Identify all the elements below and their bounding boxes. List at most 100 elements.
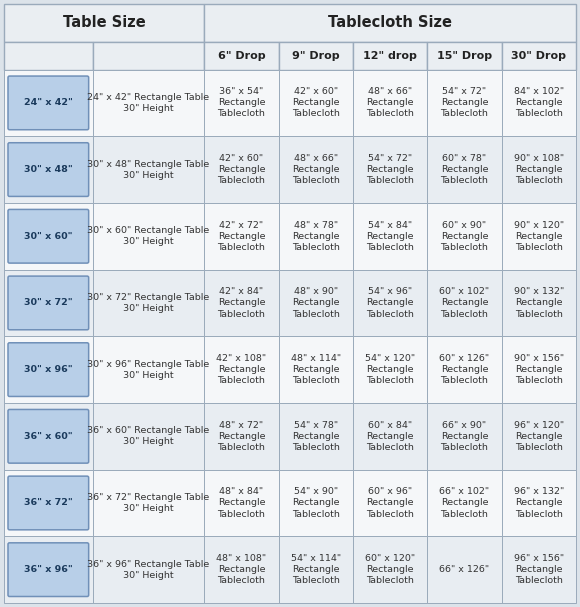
Text: 54" x 120"
Rectangle
Tablecloth: 54" x 120" Rectangle Tablecloth	[365, 354, 415, 385]
Text: 66" x 102"
Rectangle
Tablecloth: 66" x 102" Rectangle Tablecloth	[440, 487, 490, 518]
Text: 96" x 132"
Rectangle
Tablecloth: 96" x 132" Rectangle Tablecloth	[514, 487, 564, 518]
Text: 90" x 120"
Rectangle
Tablecloth: 90" x 120" Rectangle Tablecloth	[514, 221, 564, 252]
Bar	[204, 403, 278, 470]
Text: 36" x 60" Rectangle Table
30" Height: 36" x 60" Rectangle Table 30" Height	[88, 426, 209, 446]
Bar	[427, 136, 502, 203]
Bar	[278, 203, 353, 270]
Text: 48" x 78"
Rectangle
Tablecloth: 48" x 78" Rectangle Tablecloth	[292, 221, 340, 252]
Bar	[93, 203, 204, 270]
Bar	[502, 537, 576, 603]
Text: 30" x 72" Rectangle Table
30" Height: 30" x 72" Rectangle Table 30" Height	[88, 293, 209, 313]
Text: 42" x 60"
Rectangle
Tablecloth: 42" x 60" Rectangle Tablecloth	[218, 154, 265, 185]
Text: 54" x 84"
Rectangle
Tablecloth: 54" x 84" Rectangle Tablecloth	[366, 221, 414, 252]
Bar	[427, 42, 502, 70]
Text: 48" x 72"
Rectangle
Tablecloth: 48" x 72" Rectangle Tablecloth	[218, 421, 265, 452]
Bar	[353, 403, 427, 470]
Bar	[502, 470, 576, 537]
Bar	[278, 42, 353, 70]
FancyBboxPatch shape	[8, 276, 89, 330]
Text: 48" x 66"
Rectangle
Tablecloth: 48" x 66" Rectangle Tablecloth	[292, 154, 340, 185]
Bar	[427, 537, 502, 603]
Text: 54" x 72"
Rectangle
Tablecloth: 54" x 72" Rectangle Tablecloth	[441, 87, 488, 118]
Bar	[353, 270, 427, 336]
Text: 42" x 60"
Rectangle
Tablecloth: 42" x 60" Rectangle Tablecloth	[292, 87, 340, 118]
Bar	[427, 270, 502, 336]
Bar	[353, 203, 427, 270]
Text: 30" x 72": 30" x 72"	[24, 299, 72, 307]
Bar	[93, 470, 204, 537]
Bar	[353, 136, 427, 203]
Bar	[278, 336, 353, 403]
Bar	[502, 70, 576, 136]
Text: 60" x 126"
Rectangle
Tablecloth: 60" x 126" Rectangle Tablecloth	[440, 354, 490, 385]
FancyBboxPatch shape	[8, 76, 89, 130]
Text: 30" x 60": 30" x 60"	[24, 232, 72, 241]
Text: 30" x 48": 30" x 48"	[24, 165, 72, 174]
Bar	[502, 203, 576, 270]
Bar	[502, 270, 576, 336]
Bar	[278, 470, 353, 537]
Text: 36" x 72": 36" x 72"	[24, 498, 72, 507]
Text: 54" x 96"
Rectangle
Tablecloth: 54" x 96" Rectangle Tablecloth	[366, 287, 414, 319]
Text: 66" x 90"
Rectangle
Tablecloth: 66" x 90" Rectangle Tablecloth	[441, 421, 488, 452]
Bar	[93, 42, 204, 70]
Text: 48" x 66"
Rectangle
Tablecloth: 48" x 66" Rectangle Tablecloth	[366, 87, 414, 118]
Text: 66" x 126": 66" x 126"	[440, 565, 490, 574]
Bar	[502, 403, 576, 470]
Bar	[353, 336, 427, 403]
Text: 60" x 120"
Rectangle
Tablecloth: 60" x 120" Rectangle Tablecloth	[365, 554, 415, 585]
Text: 15" Drop: 15" Drop	[437, 50, 492, 61]
Text: 30" x 48" Rectangle Table
30" Height: 30" x 48" Rectangle Table 30" Height	[88, 160, 209, 180]
Bar	[204, 4, 576, 42]
Bar	[278, 70, 353, 136]
FancyBboxPatch shape	[8, 543, 89, 597]
Bar	[427, 70, 502, 136]
Bar	[278, 403, 353, 470]
Bar	[93, 136, 204, 203]
Bar	[204, 70, 278, 136]
Text: 24" x 42" Rectangle Table
30" Height: 24" x 42" Rectangle Table 30" Height	[88, 93, 209, 113]
Text: 60" x 96"
Rectangle
Tablecloth: 60" x 96" Rectangle Tablecloth	[366, 487, 414, 518]
Text: 96" x 120"
Rectangle
Tablecloth: 96" x 120" Rectangle Tablecloth	[514, 421, 564, 452]
Text: 9" Drop: 9" Drop	[292, 50, 339, 61]
Text: 42" x 108"
Rectangle
Tablecloth: 42" x 108" Rectangle Tablecloth	[216, 354, 266, 385]
Bar	[4, 403, 93, 470]
Text: 90" x 108"
Rectangle
Tablecloth: 90" x 108" Rectangle Tablecloth	[514, 154, 564, 185]
Bar	[204, 336, 278, 403]
Text: 96" x 156"
Rectangle
Tablecloth: 96" x 156" Rectangle Tablecloth	[514, 554, 564, 585]
Text: 36" x 72" Rectangle Table
30" Height: 36" x 72" Rectangle Table 30" Height	[88, 493, 209, 513]
Text: 60" x 78"
Rectangle
Tablecloth: 60" x 78" Rectangle Tablecloth	[441, 154, 488, 185]
Bar	[93, 70, 204, 136]
FancyBboxPatch shape	[8, 410, 89, 463]
Bar	[278, 136, 353, 203]
Text: 48" x 108"
Rectangle
Tablecloth: 48" x 108" Rectangle Tablecloth	[216, 554, 266, 585]
Text: 48" x 90"
Rectangle
Tablecloth: 48" x 90" Rectangle Tablecloth	[292, 287, 340, 319]
Bar	[204, 42, 278, 70]
Bar	[4, 270, 93, 336]
Text: 24" x 42": 24" x 42"	[24, 98, 72, 107]
Text: 90" x 132"
Rectangle
Tablecloth: 90" x 132" Rectangle Tablecloth	[514, 287, 564, 319]
Bar	[502, 136, 576, 203]
Bar	[4, 4, 204, 42]
Text: 54" x 114"
Rectangle
Tablecloth: 54" x 114" Rectangle Tablecloth	[291, 554, 341, 585]
Bar	[4, 70, 93, 136]
Bar	[353, 470, 427, 537]
Text: 42" x 84"
Rectangle
Tablecloth: 42" x 84" Rectangle Tablecloth	[218, 287, 265, 319]
Text: 6" Drop: 6" Drop	[218, 50, 265, 61]
Text: 48" x 114"
Rectangle
Tablecloth: 48" x 114" Rectangle Tablecloth	[291, 354, 341, 385]
Text: 84" x 102"
Rectangle
Tablecloth: 84" x 102" Rectangle Tablecloth	[514, 87, 564, 118]
Text: 30" x 60" Rectangle Table
30" Height: 30" x 60" Rectangle Table 30" Height	[88, 226, 209, 246]
Bar	[427, 203, 502, 270]
Bar	[93, 537, 204, 603]
Bar	[353, 42, 427, 70]
Bar	[4, 537, 93, 603]
FancyBboxPatch shape	[8, 209, 89, 263]
Text: 60" x 102"
Rectangle
Tablecloth: 60" x 102" Rectangle Tablecloth	[440, 287, 490, 319]
Bar	[427, 470, 502, 537]
Text: 90" x 156"
Rectangle
Tablecloth: 90" x 156" Rectangle Tablecloth	[514, 354, 564, 385]
Bar	[353, 70, 427, 136]
Bar	[4, 42, 93, 70]
Text: 36" x 54"
Rectangle
Tablecloth: 36" x 54" Rectangle Tablecloth	[218, 87, 265, 118]
FancyBboxPatch shape	[8, 476, 89, 530]
Bar	[93, 270, 204, 336]
